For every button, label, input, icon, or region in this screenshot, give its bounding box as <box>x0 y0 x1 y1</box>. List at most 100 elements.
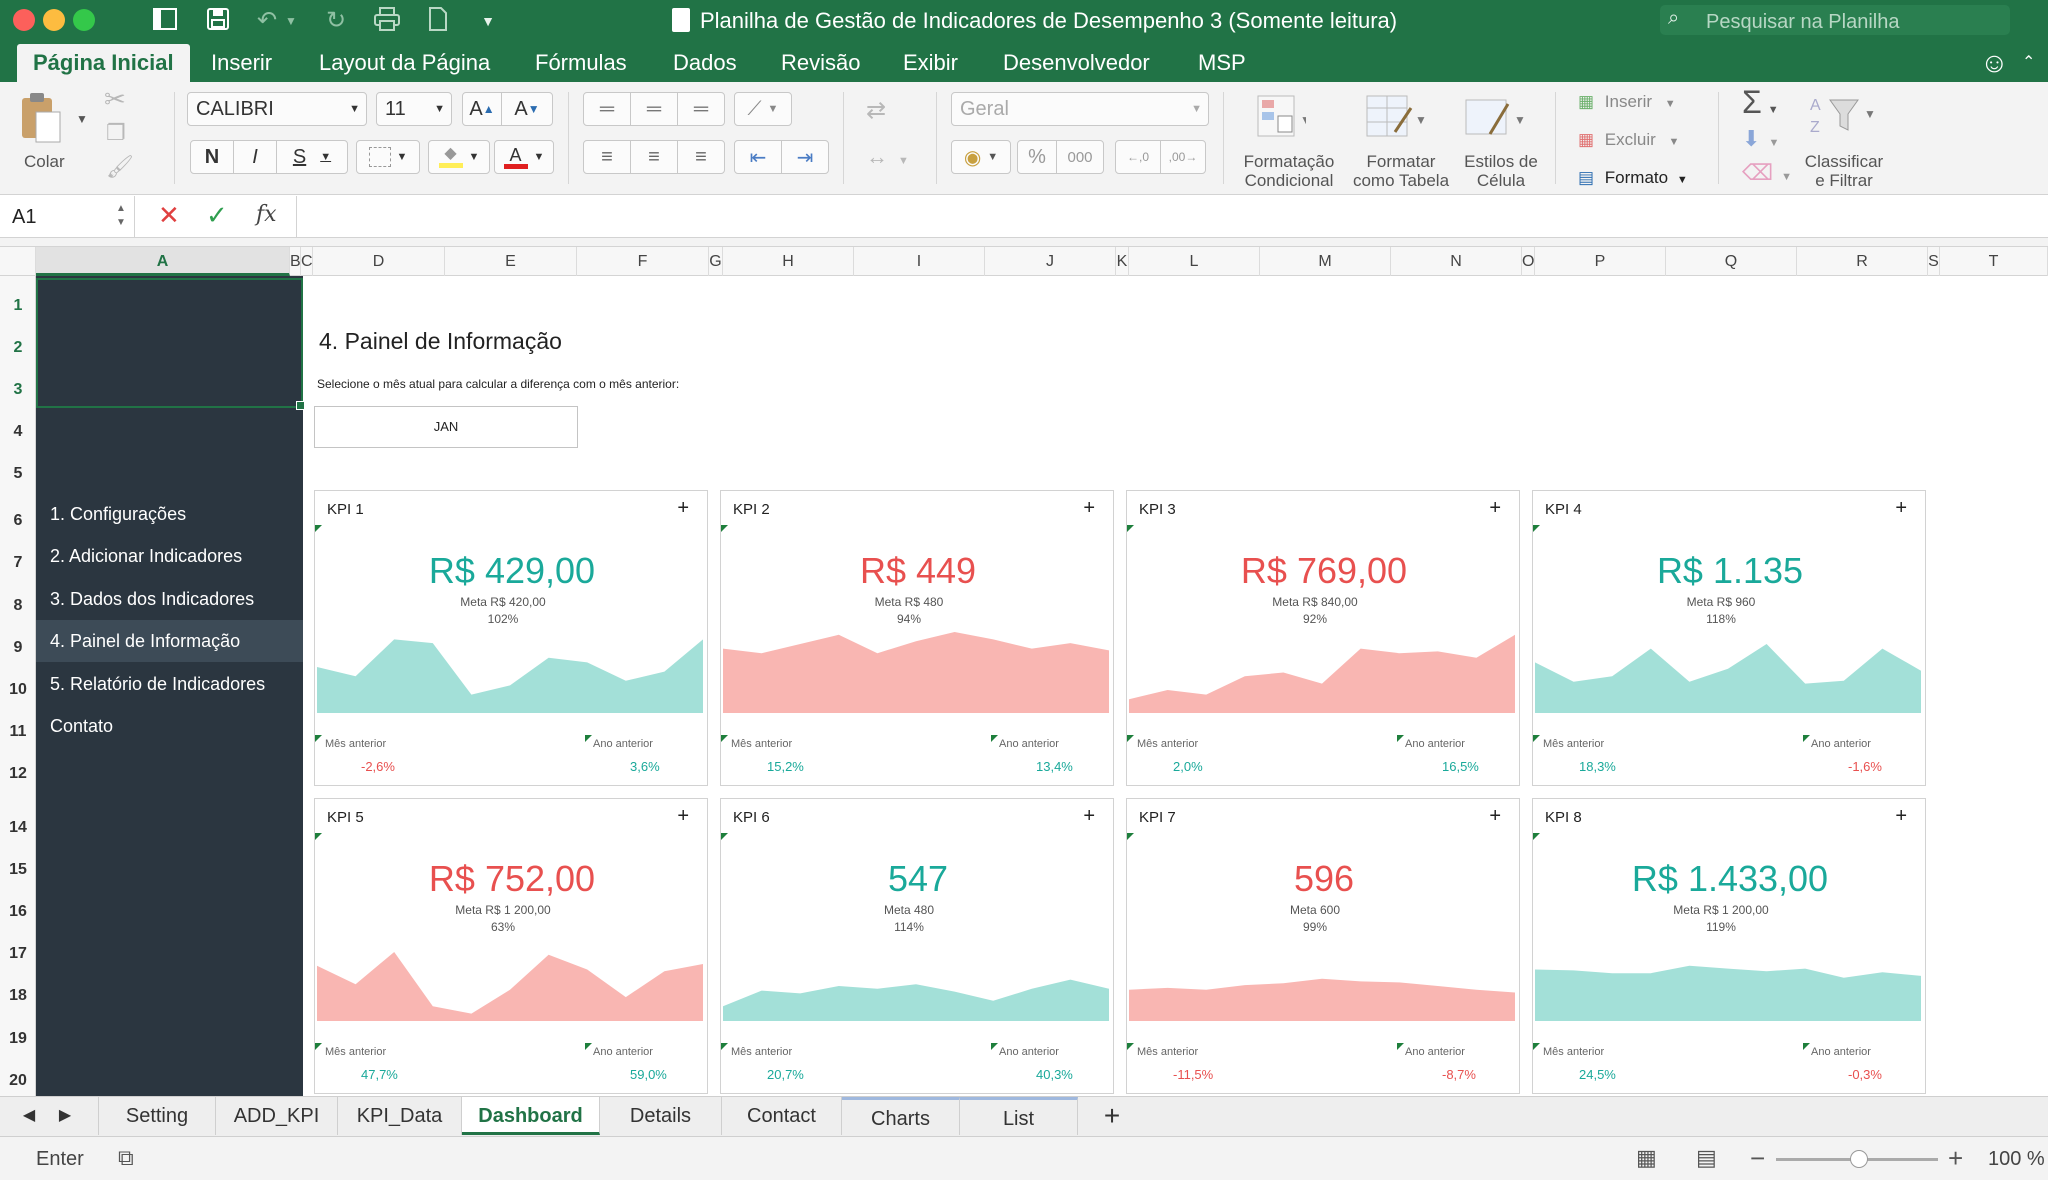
borders-button[interactable]: ▼ <box>356 140 420 174</box>
column-header[interactable]: P <box>1535 247 1666 276</box>
decrease-font-button[interactable]: A ▼ <box>501 92 553 126</box>
underline-button[interactable]: S ▼ <box>276 140 348 174</box>
sheet-tab-kpi-data[interactable]: KPI_Data <box>338 1097 462 1135</box>
add-sheet-button[interactable]: + <box>1103 1100 1121 1131</box>
autosum-icon[interactable]: Σ ▼ <box>1742 84 1779 120</box>
column-header[interactable]: C <box>301 247 313 276</box>
sheet-tab-list[interactable]: List <box>960 1097 1078 1135</box>
paste-button[interactable] <box>18 90 88 170</box>
sheet-tab-charts[interactable]: Charts <box>842 1097 960 1135</box>
row-header[interactable]: 9 <box>13 639 23 656</box>
column-header[interactable]: E <box>445 247 577 276</box>
smiley-feedback-icon[interactable]: ☺ <box>1980 47 2009 78</box>
sheet-tab-setting[interactable]: Setting <box>98 1097 216 1135</box>
column-header[interactable]: H <box>723 247 854 276</box>
format-as-table-label[interactable]: Formatar como Tabela <box>1352 152 1450 190</box>
expand-kpi-button[interactable]: + <box>1489 805 1501 827</box>
redo-icon[interactable]: ↻ <box>325 7 347 34</box>
undo-icon[interactable]: ↶ <box>256 7 278 34</box>
orientation-button[interactable]: ⟋ ▼ <box>734 92 792 126</box>
close-window-button[interactable] <box>13 9 35 31</box>
fill-icon[interactable]: ⬇ ▼ <box>1742 126 1780 151</box>
row-header[interactable]: 20 <box>9 1072 27 1089</box>
sidebar-item-adicionar-indicadores[interactable]: 2. Adicionar Indicadores <box>50 546 243 566</box>
tab-formulas[interactable]: Fórmulas <box>535 50 627 75</box>
column-header[interactable]: L <box>1129 247 1260 276</box>
zoom-slider-handle[interactable] <box>1850 1150 1868 1168</box>
font-name-select[interactable]: CALIBRI ▼ <box>187 92 367 126</box>
wrap-text-icon[interactable]: ⇄ <box>866 97 887 124</box>
insert-cells-button[interactable]: ▦ Inserir ▼ <box>1578 88 1698 116</box>
copy-icon[interactable]: ❐ <box>106 120 126 145</box>
scroll-tabs-right-icon[interactable]: ▶ <box>58 1107 72 1124</box>
format-as-table-icon[interactable]: ▼ <box>1365 94 1427 140</box>
sort-filter-label[interactable]: Classificar e Filtrar <box>1804 152 1884 190</box>
month-select[interactable]: JAN <box>314 406 578 448</box>
bold-button[interactable]: N <box>190 140 234 174</box>
delete-cells-button[interactable]: ▦ Excluir ▼ <box>1578 126 1698 154</box>
increase-indent-button[interactable]: ⇥ <box>781 140 829 174</box>
column-header[interactable]: S <box>1928 247 1940 276</box>
save-icon[interactable] <box>203 6 233 36</box>
page-layout-view-icon[interactable]: ▤ <box>1696 1145 1717 1170</box>
font-color-button[interactable]: A ▼ <box>494 140 554 174</box>
sort-filter-icon[interactable]: A Z ▼ <box>1808 92 1878 138</box>
sheet-tab-add-kpi[interactable]: ADD_KPI <box>216 1097 338 1135</box>
zoom-level[interactable]: 100 % <box>1988 1148 2045 1170</box>
row-header[interactable]: 5 <box>13 465 23 482</box>
align-center-button[interactable]: ≡ <box>630 140 678 174</box>
conditional-formatting-icon[interactable]: ▼ <box>1256 94 1312 140</box>
ribbon-collapse-icon[interactable]: ⌃ <box>2022 54 2036 71</box>
column-header[interactable]: R <box>1797 247 1928 276</box>
italic-button[interactable]: I <box>233 140 277 174</box>
paste-dropdown-icon[interactable]: ▼ <box>76 112 88 126</box>
row-header[interactable]: 16 <box>9 903 27 920</box>
row-header[interactable]: 3 <box>13 381 23 398</box>
increase-font-button[interactable]: A ▲ <box>462 92 502 126</box>
column-header[interactable]: G <box>709 247 723 276</box>
formula-input[interactable] <box>296 196 2036 238</box>
increase-decimal-button[interactable]: ←,0 <box>1115 140 1161 174</box>
tab-page-layout[interactable]: Layout da Página <box>319 50 491 75</box>
tab-view[interactable]: Exibir <box>903 50 959 75</box>
row-header[interactable]: 15 <box>9 861 27 878</box>
corner-select-all[interactable] <box>0 247 36 276</box>
fill-color-button[interactable]: ◆ ▼ <box>428 140 490 174</box>
align-middle-button[interactable]: ═ <box>630 92 678 126</box>
row-header[interactable]: 19 <box>9 1030 27 1047</box>
expand-kpi-button[interactable]: + <box>677 497 689 519</box>
column-header[interactable]: M <box>1260 247 1391 276</box>
sheet-tab-dashboard[interactable]: Dashboard <box>462 1097 600 1135</box>
column-header[interactable]: D <box>313 247 445 276</box>
align-bottom-button[interactable]: ═ <box>677 92 725 126</box>
align-top-button[interactable]: ═ <box>583 92 631 126</box>
expand-kpi-button[interactable]: + <box>1895 497 1907 519</box>
row-header[interactable]: 17 <box>9 945 27 962</box>
sheet-tab-details[interactable]: Details <box>600 1097 722 1135</box>
macro-record-icon[interactable]: ⧉ <box>118 1145 134 1170</box>
row-header[interactable]: 11 <box>9 723 27 740</box>
row-header[interactable]: 10 <box>9 681 27 698</box>
insert-function-icon[interactable]: fx <box>256 202 277 227</box>
scroll-tabs-left-icon[interactable]: ◀ <box>22 1107 36 1124</box>
column-header[interactable]: F <box>577 247 709 276</box>
merge-cells-icon[interactable]: ↔ ▼ <box>866 144 909 169</box>
row-header[interactable]: 2 <box>13 339 23 356</box>
decrease-decimal-button[interactable]: ,00→ <box>1160 140 1206 174</box>
sidebar-toggle-icon[interactable] <box>150 6 180 36</box>
sheet-tab-contact[interactable]: Contact <box>722 1097 842 1135</box>
conditional-formatting-label[interactable]: Formatação Condicional <box>1243 152 1335 190</box>
percent-button[interactable]: % <box>1017 140 1057 174</box>
expand-kpi-button[interactable]: + <box>1489 497 1501 519</box>
row-header[interactable]: 18 <box>9 987 27 1004</box>
zoom-out-icon[interactable]: − <box>1750 1143 1766 1173</box>
tab-home[interactable]: Página Inicial <box>17 44 190 82</box>
column-header[interactable]: N <box>1391 247 1522 276</box>
new-document-icon[interactable] <box>423 6 453 36</box>
row-header[interactable]: 4 <box>13 423 23 440</box>
sidebar-item-contato[interactable]: Contato <box>50 716 114 736</box>
expand-kpi-button[interactable]: + <box>1083 805 1095 827</box>
print-icon[interactable] <box>370 6 404 36</box>
thousands-button[interactable]: 000 <box>1056 140 1104 174</box>
search-input[interactable]: Pesquisar na Planilha <box>1706 11 1900 33</box>
